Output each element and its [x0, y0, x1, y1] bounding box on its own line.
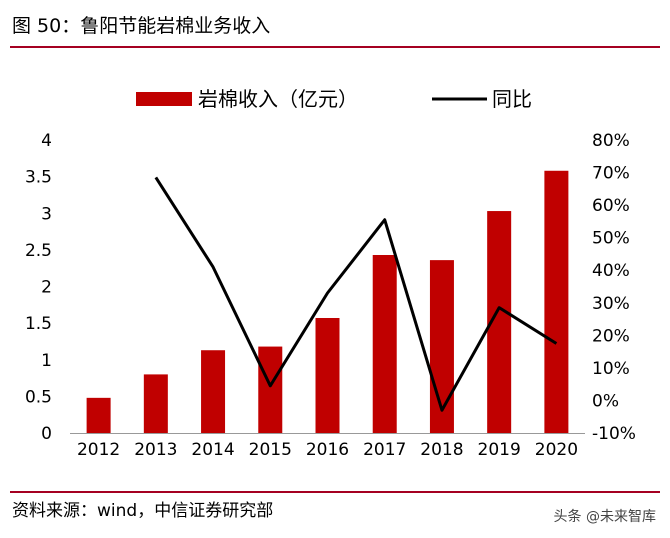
legend-line-label: 同比 [492, 87, 532, 111]
bar-series [86, 170, 569, 433]
left-tick-label: 0 [41, 424, 52, 444]
x-tick-label: 2020 [535, 440, 578, 460]
right-tick-label: 80% [592, 131, 630, 151]
x-tick-label: 2016 [306, 440, 349, 460]
yoy-line [154, 176, 558, 412]
left-tick-label: 2 [41, 278, 52, 298]
bar [372, 255, 397, 433]
left-tick-label: 4 [41, 131, 52, 151]
title-rule [10, 46, 660, 48]
left-axis: 0 0.5 1 1.5 2 2.5 3 3.5 4 [25, 131, 52, 444]
legend-bar-label: 岩棉收入（亿元） [198, 87, 358, 111]
source-note: 资料来源：wind，中信证券研究部 [12, 501, 274, 521]
bar [429, 260, 454, 433]
bar [86, 397, 111, 433]
chart-legend: 岩棉收入（亿元） 同比 [136, 87, 532, 111]
figure-title: 图 50：鲁阳节能岩棉业务收入 [12, 15, 271, 37]
right-tick-label: 70% [592, 164, 630, 184]
bar [201, 350, 226, 433]
watermark: 头条 @未来智库 [553, 509, 656, 525]
bar [544, 170, 569, 433]
x-tick-label: 2014 [191, 440, 234, 460]
right-tick-label: 40% [592, 261, 630, 281]
x-tick-label: 2015 [249, 440, 292, 460]
left-tick-label: 1 [41, 351, 52, 371]
x-tick-label: 2018 [420, 440, 463, 460]
right-tick-label: 0% [592, 391, 619, 411]
chart: 岩棉收入（亿元） 同比 0 0.5 1 1.5 2 2.5 3 3.5 4 -10% 0% 10% 2… [25, 87, 636, 460]
left-tick-label: 3.5 [25, 168, 52, 188]
x-tick-label: 2019 [478, 440, 521, 460]
bar [315, 317, 340, 433]
right-tick-label: 30% [592, 294, 630, 314]
footer-rule [10, 491, 660, 493]
left-tick-label: 2.5 [25, 241, 52, 261]
legend-bar-swatch [136, 92, 192, 106]
left-tick-label: 0.5 [25, 387, 52, 407]
right-axis: -10% 0% 10% 20% 30% 40% 50% 60% 70% 80% [592, 131, 636, 444]
right-tick-label: -10% [592, 424, 636, 444]
right-tick-label: 10% [592, 359, 630, 379]
right-tick-label: 60% [592, 196, 630, 216]
x-tick-label: 2012 [77, 440, 120, 460]
right-tick-label: 50% [592, 229, 630, 249]
bar [143, 374, 168, 433]
x-tick-label: 2013 [134, 440, 177, 460]
left-tick-label: 1.5 [25, 314, 52, 334]
bar [258, 346, 283, 433]
x-axis: 2012 2013 2014 2015 2016 2017 2018 2019 2020 [77, 440, 578, 460]
line-series [154, 176, 558, 412]
left-tick-label: 3 [41, 204, 52, 224]
right-tick-label: 20% [592, 326, 630, 346]
x-tick-label: 2017 [363, 440, 406, 460]
